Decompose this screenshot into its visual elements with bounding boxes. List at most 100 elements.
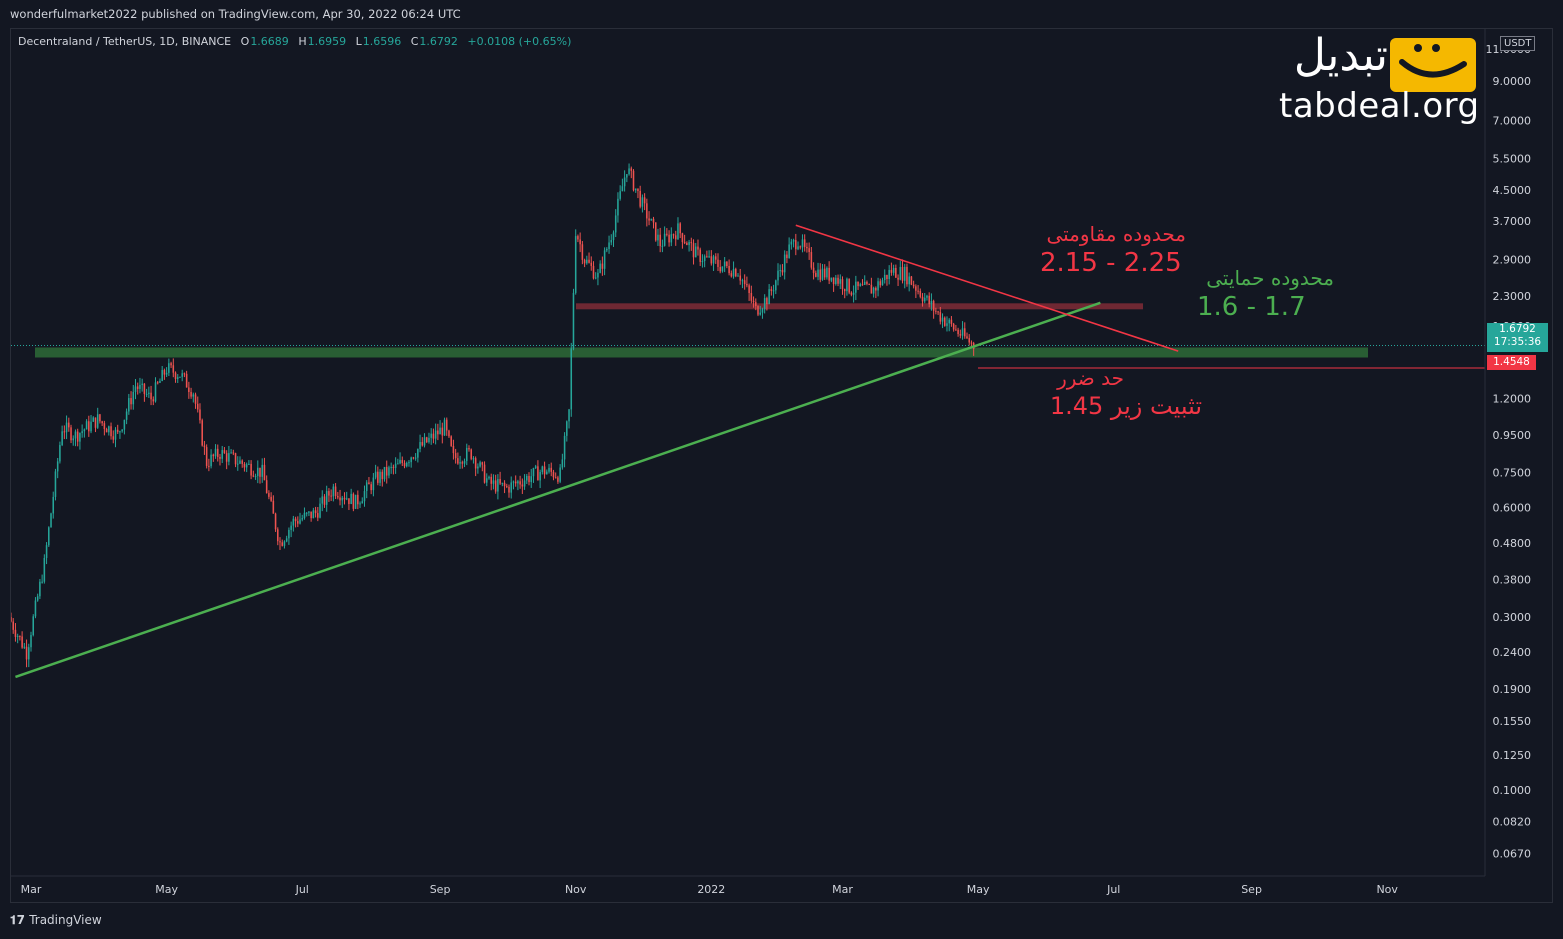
candle-body: [517, 481, 519, 484]
high-value: 1.6959: [307, 35, 347, 48]
candle-body: [812, 267, 815, 273]
candle-body: [290, 525, 292, 530]
candle-body: [748, 285, 750, 293]
candle-body: [130, 398, 132, 405]
candle-body: [861, 284, 864, 286]
published-header: wonderfulmarket2022 published on Trading…: [0, 0, 1563, 28]
candle-body: [877, 281, 879, 291]
x-tick-label: Nov: [1376, 883, 1398, 896]
candle-body: [230, 452, 232, 454]
stop-price-tag: 1.4548: [1487, 355, 1536, 370]
candle-body: [577, 236, 579, 240]
candle-body: [621, 186, 624, 192]
candle-body: [966, 336, 968, 339]
candle-body: [886, 274, 888, 280]
candle-body: [265, 480, 268, 494]
candle-body: [654, 222, 657, 241]
x-tick-label: May: [967, 883, 990, 896]
candle-body: [614, 215, 617, 233]
y-tick-label: 5.5000: [1493, 152, 1532, 165]
candle-body: [343, 497, 346, 500]
candle-body: [763, 298, 766, 310]
candle-body: [490, 476, 492, 484]
y-tick-label: 9.0000: [1493, 75, 1532, 88]
candle-body: [895, 268, 897, 278]
candle-body: [365, 482, 368, 492]
candle-body: [510, 482, 513, 493]
candle-body: [165, 372, 168, 375]
candle-body: [832, 277, 835, 284]
candle-body: [139, 384, 141, 389]
candle-body: [646, 203, 648, 219]
candle-body: [79, 433, 81, 442]
candle-body: [910, 276, 913, 285]
candle-body: [472, 458, 475, 460]
tradingview-brand[interactable]: 𝟏𝟳 TradingView: [10, 913, 102, 928]
candle-body: [850, 292, 853, 295]
candle-body: [270, 496, 272, 501]
candle-body: [232, 452, 235, 454]
candle-body: [697, 246, 699, 250]
candle-body: [90, 421, 92, 432]
candle-body: [628, 168, 630, 175]
candle-body: [737, 275, 739, 277]
x-tick-label: Jul: [1106, 883, 1120, 896]
candle-body: [54, 471, 57, 497]
candle-body: [946, 323, 948, 326]
candle-body: [181, 373, 183, 377]
candle-body: [943, 317, 946, 326]
candle-body: [12, 621, 15, 630]
candle-body: [437, 430, 439, 435]
candle-body: [739, 275, 741, 281]
candle-body: [641, 197, 644, 207]
candle-body: [541, 466, 544, 472]
candle-body: [652, 218, 655, 223]
candle-body: [281, 542, 284, 546]
candle-body: [550, 467, 553, 472]
candle-body: [586, 259, 588, 264]
candle-body: [579, 239, 581, 245]
candle-body: [634, 188, 637, 191]
candle-body: [179, 376, 181, 378]
candle-body: [301, 518, 304, 520]
candle-body: [906, 266, 908, 285]
candle-body: [788, 244, 790, 259]
candle-body: [154, 382, 157, 402]
candle-body: [141, 383, 143, 385]
candle-body: [448, 430, 450, 437]
candle-body: [823, 268, 826, 278]
candle-body: [639, 190, 641, 207]
candle-body: [563, 435, 566, 460]
candle-body: [372, 477, 375, 491]
candle-body: [928, 295, 930, 305]
candle-body: [397, 463, 399, 465]
candle-body: [368, 482, 370, 485]
candle-body: [499, 479, 501, 484]
resistance-label: محدوده مقاومتی: [1046, 222, 1186, 246]
candle-body: [14, 629, 17, 637]
candle-body: [248, 463, 250, 465]
candle-body: [612, 232, 615, 241]
candle-body: [941, 317, 944, 322]
price-zones: [11, 303, 1485, 369]
currency-unit[interactable]: USDT: [1500, 36, 1536, 51]
last-price-tag: 1.6792 17:35:36: [1487, 323, 1548, 352]
candle-body: [528, 475, 530, 483]
candle-body: [185, 373, 188, 388]
candle-body: [846, 278, 848, 292]
candle-body: [259, 467, 261, 477]
candle-body: [128, 398, 130, 412]
candle-body: [439, 427, 441, 435]
candle-body: [28, 647, 30, 660]
candle-body: [819, 269, 822, 280]
candle-body: [352, 493, 355, 509]
candle-body: [143, 383, 146, 394]
candle-body: [570, 348, 573, 410]
candle-body: [801, 239, 804, 248]
candle-body: [759, 312, 762, 315]
candle-body: [196, 403, 199, 410]
candle-body: [828, 267, 830, 281]
candle-body: [332, 486, 335, 497]
candle-body: [425, 437, 428, 443]
